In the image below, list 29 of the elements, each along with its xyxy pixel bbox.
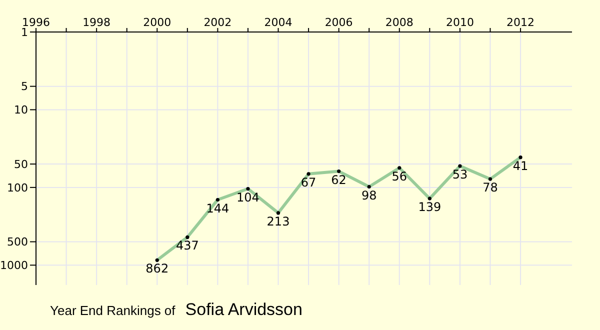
data-label: 862 [146, 262, 169, 276]
x-tick-label: 2000 [143, 16, 172, 29]
y-tick-label: 5 [21, 80, 28, 94]
data-label: 67 [300, 175, 316, 190]
data-label: 437 [176, 238, 199, 253]
data-label: 41 [512, 158, 528, 173]
x-tick-label: 2006 [324, 16, 353, 29]
data-label: 53 [452, 168, 468, 182]
text: Sofia Arvidsson [185, 300, 302, 320]
x-tick-label: 2008 [385, 16, 414, 29]
data-label: 62 [331, 172, 346, 187]
text: Year End Rankings of [50, 303, 176, 318]
data-label: 104 [236, 190, 260, 204]
data-label: 144 [206, 201, 230, 216]
data-label: 78 [482, 180, 498, 195]
y-tick-label: 1000 [0, 259, 28, 272]
x-tick-label: 2012 [506, 16, 535, 29]
x-tick-label: 2002 [204, 16, 232, 29]
x-tick-label: 2010 [446, 16, 474, 29]
y-tick-label: 500 [7, 236, 28, 249]
y-tick-label: 50 [14, 158, 28, 171]
x-tick-label: 1998 [82, 16, 111, 29]
data-label: 139 [418, 200, 442, 214]
data-label: 98 [361, 188, 377, 202]
data-label: 213 [266, 214, 290, 228]
data-label: 56 [392, 169, 408, 184]
y-tick-label: 100 [7, 181, 28, 194]
x-tick-label: 2004 [264, 16, 292, 29]
y-tick-label: 10 [14, 104, 28, 117]
